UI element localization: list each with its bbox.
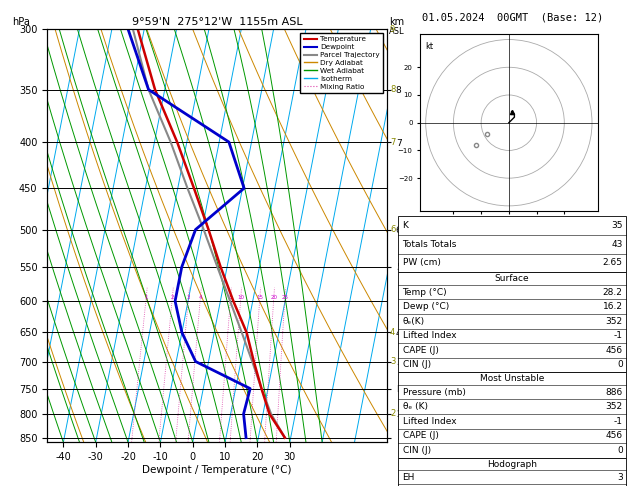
- Text: Most Unstable: Most Unstable: [479, 374, 544, 383]
- Text: ASL: ASL: [389, 27, 404, 36]
- Text: Lifted Index: Lifted Index: [403, 331, 456, 340]
- Text: Temp (°C): Temp (°C): [403, 288, 447, 296]
- Text: CAPE (J): CAPE (J): [403, 432, 438, 440]
- Text: 2.65: 2.65: [603, 259, 623, 267]
- Text: 4: 4: [390, 328, 395, 337]
- Text: Totals Totals: Totals Totals: [403, 240, 457, 249]
- Text: 25: 25: [281, 295, 288, 300]
- Text: CIN (J): CIN (J): [403, 361, 431, 369]
- Text: 6: 6: [390, 225, 396, 234]
- Text: 2: 2: [390, 409, 395, 418]
- Text: CIN (J): CIN (J): [403, 446, 431, 455]
- X-axis label: Dewpoint / Temperature (°C): Dewpoint / Temperature (°C): [142, 465, 292, 475]
- Text: 2: 2: [170, 295, 174, 300]
- Text: 1: 1: [145, 295, 148, 300]
- Text: PW (cm): PW (cm): [403, 259, 440, 267]
- Text: hPa: hPa: [13, 17, 30, 27]
- Text: 28.2: 28.2: [603, 288, 623, 296]
- Text: Dewp (°C): Dewp (°C): [403, 302, 449, 311]
- Text: 15: 15: [257, 295, 264, 300]
- Text: Lifted Index: Lifted Index: [403, 417, 456, 426]
- Text: -1: -1: [614, 417, 623, 426]
- Text: 352: 352: [606, 317, 623, 326]
- Title: 9°59'N  275°12'W  1155m ASL: 9°59'N 275°12'W 1155m ASL: [131, 17, 303, 27]
- Text: 3: 3: [390, 357, 396, 366]
- Text: 20: 20: [270, 295, 277, 300]
- Text: 8: 8: [229, 295, 232, 300]
- Text: CAPE (J): CAPE (J): [403, 346, 438, 355]
- Text: θₑ(K): θₑ(K): [403, 317, 425, 326]
- Text: kt: kt: [426, 42, 434, 52]
- Text: 3: 3: [187, 295, 190, 300]
- Text: 35: 35: [611, 221, 623, 230]
- Legend: Temperature, Dewpoint, Parcel Trajectory, Dry Adiabat, Wet Adiabat, Isotherm, Mi: Temperature, Dewpoint, Parcel Trajectory…: [301, 33, 383, 93]
- Text: 3: 3: [617, 473, 623, 482]
- Text: 43: 43: [611, 240, 623, 249]
- Text: K: K: [403, 221, 408, 230]
- Text: Surface: Surface: [494, 274, 529, 283]
- Text: Hodograph: Hodograph: [487, 460, 537, 469]
- Text: km: km: [389, 17, 404, 27]
- Text: 9: 9: [390, 25, 395, 34]
- Text: Pressure (mb): Pressure (mb): [403, 388, 465, 397]
- Text: θₑ (K): θₑ (K): [403, 402, 428, 411]
- Text: 352: 352: [606, 402, 623, 411]
- Text: 01.05.2024  00GMT  (Base: 12): 01.05.2024 00GMT (Base: 12): [422, 12, 603, 22]
- Text: 4: 4: [199, 295, 202, 300]
- Text: 456: 456: [606, 432, 623, 440]
- Text: 456: 456: [606, 346, 623, 355]
- Text: 886: 886: [606, 388, 623, 397]
- Text: -1: -1: [614, 331, 623, 340]
- Text: 10: 10: [237, 295, 244, 300]
- Text: 0: 0: [617, 446, 623, 455]
- Text: 16.2: 16.2: [603, 302, 623, 311]
- Text: 8: 8: [390, 85, 396, 94]
- Text: 0: 0: [617, 361, 623, 369]
- Text: EH: EH: [403, 473, 415, 482]
- Text: 7: 7: [390, 138, 396, 146]
